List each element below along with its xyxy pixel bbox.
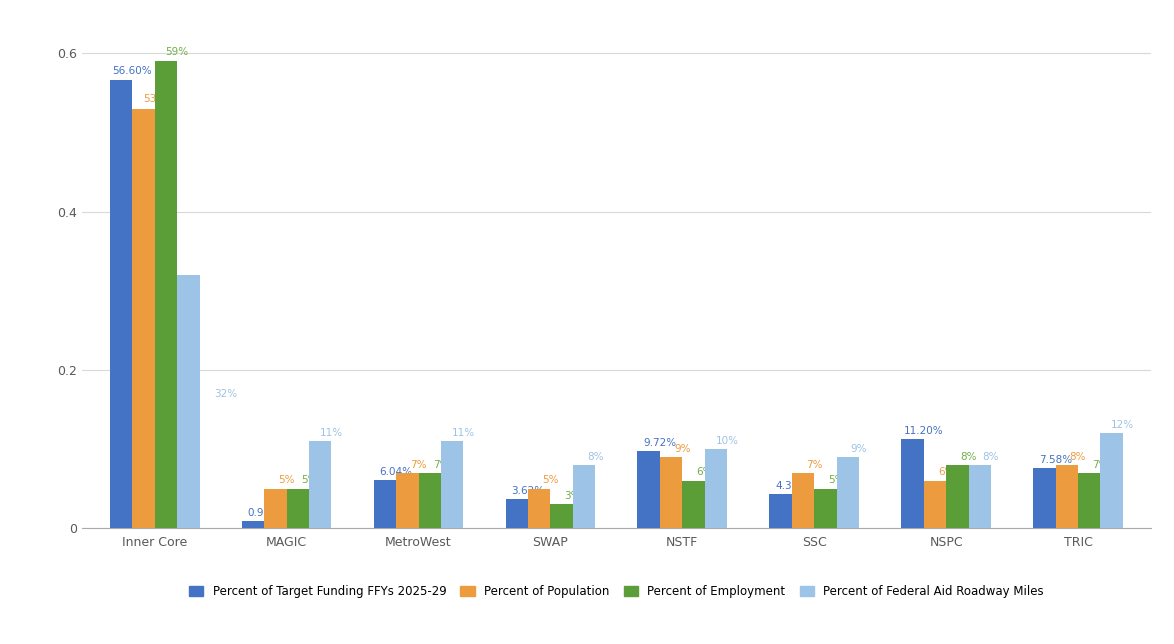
Bar bbox=[837, 457, 859, 528]
Text: 10%: 10% bbox=[716, 436, 738, 446]
Text: 6%: 6% bbox=[938, 468, 954, 477]
Text: 7%: 7% bbox=[1092, 460, 1108, 469]
Text: 7%: 7% bbox=[433, 460, 450, 469]
Bar bbox=[769, 494, 791, 528]
Bar bbox=[969, 465, 991, 528]
Bar bbox=[682, 480, 704, 528]
Text: 3.62%: 3.62% bbox=[512, 486, 545, 497]
Text: 5%: 5% bbox=[542, 475, 559, 486]
Bar bbox=[924, 480, 946, 528]
Bar bbox=[1055, 465, 1078, 528]
Bar bbox=[1100, 433, 1122, 528]
Bar bbox=[441, 441, 464, 528]
Bar bbox=[573, 465, 595, 528]
Bar bbox=[506, 500, 528, 528]
Bar bbox=[264, 489, 286, 528]
Text: 7.58%: 7.58% bbox=[1039, 455, 1072, 465]
Text: 3%: 3% bbox=[565, 491, 581, 501]
Text: 11%: 11% bbox=[452, 428, 475, 438]
Bar bbox=[815, 489, 837, 528]
Text: 7%: 7% bbox=[410, 460, 427, 469]
Text: 5%: 5% bbox=[829, 475, 845, 486]
Text: 8%: 8% bbox=[1070, 451, 1086, 462]
Bar bbox=[791, 473, 815, 528]
Bar bbox=[373, 480, 396, 528]
Bar bbox=[155, 61, 177, 528]
Text: 9%: 9% bbox=[674, 444, 690, 454]
Text: 9.72%: 9.72% bbox=[643, 438, 676, 448]
Bar bbox=[660, 457, 682, 528]
Bar bbox=[396, 473, 418, 528]
Text: 4.30%: 4.30% bbox=[775, 481, 808, 491]
Text: 6%: 6% bbox=[696, 468, 713, 477]
Bar bbox=[286, 489, 309, 528]
Bar bbox=[528, 489, 551, 528]
Bar bbox=[418, 473, 441, 528]
Text: 8%: 8% bbox=[960, 451, 977, 462]
Bar bbox=[133, 109, 155, 528]
Bar bbox=[946, 465, 969, 528]
Text: 8%: 8% bbox=[587, 451, 603, 462]
Text: 56.60%: 56.60% bbox=[113, 66, 153, 75]
Bar bbox=[309, 441, 331, 528]
Bar bbox=[704, 449, 727, 528]
Text: 59%: 59% bbox=[166, 46, 189, 57]
Text: 5%: 5% bbox=[301, 475, 317, 486]
Bar bbox=[1078, 473, 1100, 528]
Bar bbox=[242, 521, 264, 528]
Text: 0.93%: 0.93% bbox=[248, 507, 281, 518]
Text: 5%: 5% bbox=[278, 475, 295, 486]
Text: 9%: 9% bbox=[851, 444, 868, 454]
Bar bbox=[902, 439, 924, 528]
Text: 12%: 12% bbox=[1112, 420, 1134, 430]
Text: 7%: 7% bbox=[805, 460, 823, 469]
Bar bbox=[1033, 468, 1055, 528]
Text: 11.20%: 11.20% bbox=[904, 426, 944, 437]
Bar bbox=[110, 80, 133, 528]
Text: 32%: 32% bbox=[214, 389, 237, 399]
Text: 53%: 53% bbox=[143, 94, 167, 104]
Bar bbox=[637, 451, 660, 528]
Bar bbox=[177, 275, 200, 528]
Text: 11%: 11% bbox=[319, 428, 343, 438]
Text: 8%: 8% bbox=[983, 451, 999, 462]
Legend: Percent of Target Funding FFYs 2025-29, Percent of Population, Percent of Employ: Percent of Target Funding FFYs 2025-29, … bbox=[184, 580, 1048, 603]
Bar bbox=[551, 504, 573, 528]
Text: 6.04%: 6.04% bbox=[379, 467, 412, 477]
